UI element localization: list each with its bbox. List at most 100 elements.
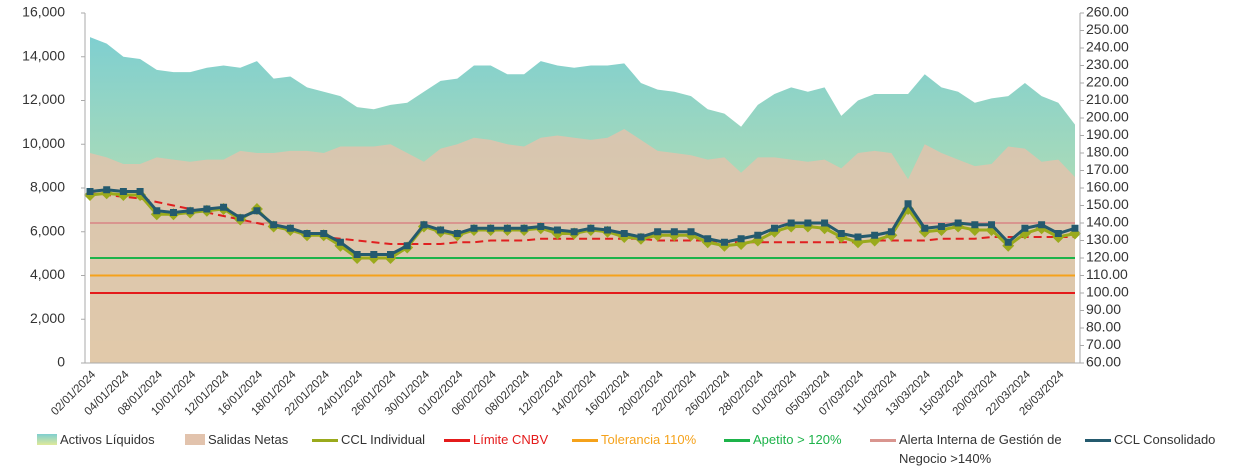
marker	[737, 235, 745, 243]
y2-tick-label: 150.00	[1086, 196, 1129, 212]
y2-tick-label: 250.00	[1086, 21, 1129, 37]
legend-item: Apetito > 120%	[724, 432, 842, 447]
marker	[420, 221, 428, 229]
marker	[119, 188, 127, 195]
legend-item: Salidas Netas	[185, 432, 288, 447]
marker	[704, 235, 712, 243]
marker	[236, 214, 244, 222]
legend-label: Salidas Netas	[208, 432, 289, 447]
marker	[988, 221, 996, 229]
marker	[453, 230, 461, 237]
marker	[253, 207, 261, 215]
y2-tick-label: 170.00	[1086, 161, 1129, 177]
legend-swatch	[444, 439, 470, 442]
legend-swatch	[1085, 439, 1111, 442]
legend-item: Límite CNBV	[444, 432, 548, 447]
legend-swatch	[312, 439, 338, 442]
y2-tick-label: 130.00	[1086, 231, 1129, 247]
y2-tick-label: 60.00	[1086, 354, 1121, 370]
legend-label: Activos Líquidos	[60, 432, 155, 447]
marker	[687, 228, 695, 236]
marker	[353, 251, 361, 258]
legend-item: CCL Individual	[312, 432, 425, 447]
legend-swatch	[572, 439, 598, 442]
marker	[487, 224, 495, 232]
marker	[403, 242, 411, 250]
y2-tick-label: 100.00	[1086, 284, 1129, 300]
legend-item: Alerta Interna de Gestión de Negocio >14…	[870, 432, 1070, 468]
marker	[186, 207, 194, 215]
y2-tick-label: 110.00	[1086, 266, 1128, 282]
marker	[286, 224, 294, 232]
y-tick-label: 6,000	[30, 222, 65, 238]
marker	[270, 221, 278, 229]
marker	[887, 228, 895, 236]
marker	[537, 223, 545, 230]
y-tick-label: 10,000	[22, 135, 65, 151]
marker	[754, 231, 762, 239]
marker	[503, 224, 511, 232]
marker	[437, 226, 445, 234]
marker	[169, 209, 177, 216]
marker	[837, 230, 845, 237]
y-tick-label: 12,000	[22, 91, 65, 107]
marker	[821, 219, 829, 227]
y2-tick-label: 180.00	[1086, 144, 1129, 160]
marker	[871, 231, 879, 239]
marker	[904, 200, 912, 208]
y-tick-label: 16,000	[22, 4, 65, 20]
y-tick-label: 4,000	[30, 266, 65, 282]
y2-tick-label: 200.00	[1086, 109, 1129, 125]
legend-item: Activos Líquidos	[37, 432, 155, 447]
marker	[220, 203, 228, 211]
y-tick-label: 2,000	[30, 310, 65, 326]
marker	[320, 230, 328, 237]
y2-tick-label: 70.00	[1086, 336, 1121, 352]
y-tick-label: 8,000	[30, 179, 65, 195]
legend-label: Apetito > 120%	[753, 432, 842, 447]
y2-tick-label: 160.00	[1086, 179, 1129, 195]
marker	[587, 224, 595, 232]
marker	[620, 230, 628, 237]
marker	[787, 219, 795, 227]
y2-tick-label: 140.00	[1086, 214, 1129, 230]
legend-item: Tolerancia 110%	[572, 432, 696, 447]
marker	[1038, 221, 1046, 229]
y2-tick-label: 220.00	[1086, 74, 1129, 90]
marker	[553, 226, 561, 234]
trend-line	[89, 192, 1075, 245]
y2-tick-label: 260.00	[1086, 4, 1129, 20]
marker	[670, 228, 678, 236]
marker	[303, 230, 311, 237]
legend-swatch	[870, 439, 896, 442]
area	[90, 128, 1075, 363]
legend-label: Tolerancia 110%	[601, 432, 697, 447]
marker	[86, 188, 94, 195]
marker	[203, 205, 211, 213]
legend-swatch	[724, 439, 750, 442]
marker	[387, 251, 395, 258]
legend: Activos Líquidos Salidas Netas CCL Indiv…	[0, 432, 1236, 466]
y2-tick-label: 120.00	[1086, 249, 1129, 265]
marker	[637, 233, 645, 241]
legend-label: CCL Individual	[341, 432, 426, 447]
legend-item: CCL Consolidado	[1085, 432, 1215, 447]
marker	[971, 221, 979, 229]
marker	[921, 224, 929, 232]
y2-tick-label: 240.00	[1086, 39, 1129, 55]
marker	[654, 228, 662, 236]
marker	[136, 188, 144, 195]
marker	[1071, 224, 1079, 232]
marker	[804, 219, 812, 227]
y-tick-label: 14,000	[22, 47, 65, 63]
marker	[370, 251, 378, 258]
marker	[103, 186, 111, 194]
marker	[937, 223, 945, 230]
y-tick-label: 0	[57, 354, 65, 370]
marker	[520, 224, 528, 232]
legend-label: Alerta Interna de Gestión de Negocio >14…	[899, 432, 1062, 466]
y2-tick-label: 190.00	[1086, 126, 1129, 142]
marker	[1054, 230, 1062, 237]
marker	[470, 224, 478, 232]
